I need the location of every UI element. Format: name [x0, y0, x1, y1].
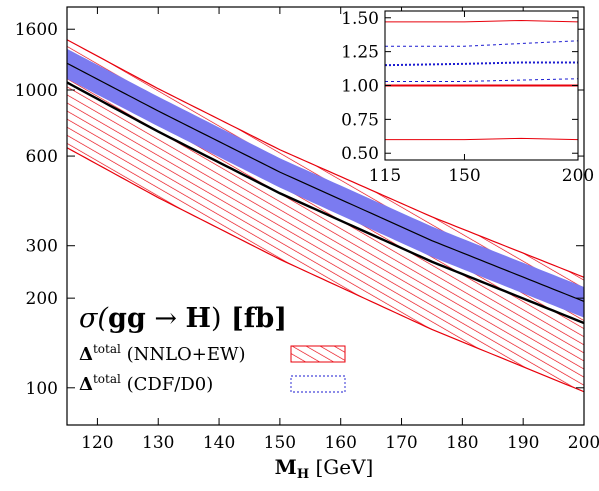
band-nnlo-ew-lower-edge	[67, 147, 584, 393]
x-tick-label: 130	[142, 433, 174, 453]
y-tick-label: 1600	[15, 20, 58, 40]
x-tick-label: 180	[446, 433, 478, 453]
legend-label-nnlo: Δtotal (NNLO+EW)	[79, 342, 246, 365]
x-tick-label: 170	[385, 433, 417, 453]
y-tick-label: 1000	[15, 81, 58, 101]
band-cdf-d0	[67, 48, 584, 318]
y-tick-label: 300	[26, 237, 58, 257]
x-axis-label: MH [GeV]	[275, 455, 374, 482]
inset-line	[385, 40, 579, 47]
line-cdf-d0-central	[67, 62, 584, 302]
legend-swatch-cdf	[290, 375, 346, 393]
chart-title: σ(gg → H) [fb]	[79, 303, 287, 334]
band-nnlo-ew-upper-edge	[67, 39, 584, 278]
y-tick-label: 200	[26, 289, 58, 309]
inset-y-tick-label: 0.75	[341, 110, 379, 130]
legend: Δtotal (NNLO+EW) Δtotal (CDF/D0)	[79, 342, 346, 395]
y-tick-label: 100	[26, 379, 58, 399]
inset-line	[385, 137, 579, 141]
x-tick-label: 190	[507, 433, 539, 453]
x-tick-label: 120	[81, 433, 113, 453]
x-tick-label: 140	[203, 433, 235, 453]
inset-y-tick-label: 0.50	[341, 144, 379, 164]
inset-y-tick-label: 1.25	[341, 43, 379, 63]
inset-y-tick-label: 1.50	[341, 9, 379, 29]
main-plot: 120 130 140 150 160 170 180 190 200 100 200 300 600…	[15, 6, 599, 453]
plot-frame	[66, 6, 585, 426]
y-tick-label: 600	[26, 147, 58, 167]
inset-line	[385, 19, 579, 23]
x-tick-label: 200	[568, 433, 599, 453]
inset-x-tick-label: 150	[448, 166, 480, 186]
legend-label-cdf: Δtotal (CDF/D0)	[79, 372, 213, 395]
line-nnlo-ew-central	[67, 81, 584, 325]
inset-x-tick-label: 115	[369, 166, 401, 186]
inset-y-tick-label: 1.00	[341, 77, 379, 97]
inset-plot: 115 150 200 0.50 0.75 1.00 1.25 1.50	[341, 9, 594, 186]
inset-line	[384, 61, 578, 67]
x-tick-label: 160	[324, 433, 356, 453]
legend-swatch-nnlo	[290, 345, 346, 363]
inset-x-tick-label: 200	[562, 166, 594, 186]
x-tick-label: 150	[264, 433, 296, 453]
inset-line	[385, 78, 579, 82]
